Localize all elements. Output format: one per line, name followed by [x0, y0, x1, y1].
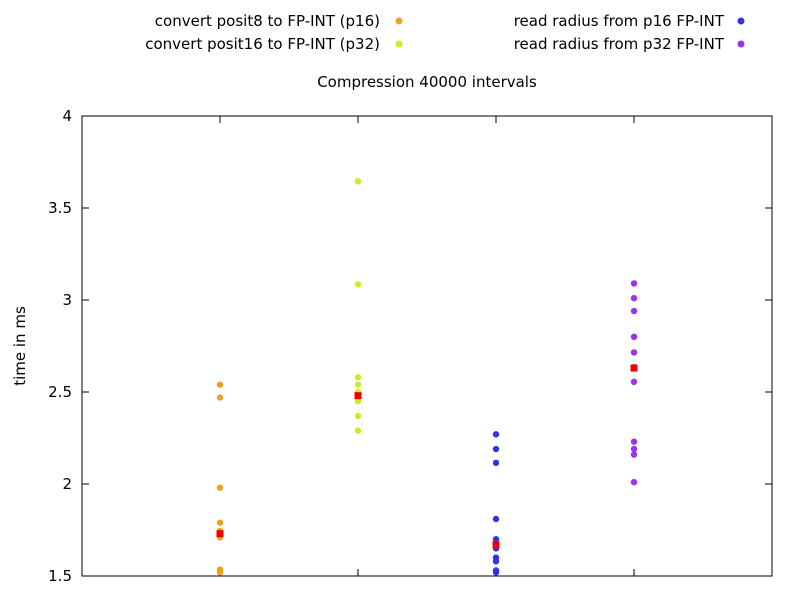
- data-point-series-2: [354, 281, 362, 288]
- legend-label-2: convert posit16 to FP-INT (p32): [145, 35, 380, 53]
- data-point-series-4: [630, 349, 638, 356]
- data-point-series-4: [630, 307, 638, 315]
- data-point-series-4: [630, 478, 638, 486]
- y-tick-label: 1.5: [48, 567, 72, 585]
- data-point-series-4: [630, 333, 638, 340]
- legend-label-3: read radius from p16 FP-INT: [514, 12, 725, 30]
- legend-marker-2: [395, 40, 403, 48]
- data-point-series-3: [492, 459, 500, 467]
- data-point-series-1: [216, 394, 224, 401]
- data-point-series-2: [354, 427, 362, 434]
- legend-label-4: read radius from p32 FP-INT: [514, 35, 725, 53]
- legend-marker-1: [395, 17, 403, 25]
- median-marker-series-1: [216, 530, 224, 538]
- y-tick-label: 2.5: [48, 383, 72, 401]
- data-point-series-3: [492, 515, 500, 523]
- y-tick-label: 3.5: [48, 199, 72, 217]
- data-point-series-3: [492, 431, 500, 438]
- data-point-series-2: [354, 178, 362, 185]
- data-point-series-3: [492, 569, 500, 576]
- legend-marker-4: [737, 40, 745, 48]
- data-point-series-1: [216, 569, 224, 576]
- data-point-series-4: [630, 378, 638, 386]
- y-tick-label: 4: [62, 107, 72, 125]
- data-point-series-1: [216, 519, 224, 526]
- y-tick-label: 2: [62, 475, 72, 493]
- data-point-series-2: [354, 381, 362, 388]
- data-points: [216, 178, 638, 576]
- y-axis-label: time in ms: [11, 306, 29, 386]
- data-point-series-1: [216, 381, 224, 388]
- data-point-series-3: [492, 536, 500, 543]
- median-marker-series-3: [492, 541, 500, 549]
- chart-title: Compression 40000 intervals: [317, 73, 537, 91]
- data-point-series-4: [630, 294, 638, 302]
- data-point-series-4: [630, 445, 638, 453]
- median-marker-series-2: [354, 392, 362, 400]
- data-point-series-2: [354, 398, 362, 405]
- axes: 1.5 2 2.5 3 3.5 4: [48, 107, 772, 585]
- plot-frame: [81, 115, 773, 577]
- legend: convert posit8 to FP-INT (p16) convert p…: [145, 12, 745, 53]
- data-point-series-2: [354, 412, 362, 420]
- data-point-series-4: [630, 451, 638, 458]
- data-point-series-2: [354, 374, 362, 381]
- data-point-series-3: [492, 558, 500, 565]
- data-point-series-1: [216, 484, 224, 491]
- data-point-series-4: [630, 280, 638, 287]
- y-tick-label: 3: [62, 291, 72, 309]
- data-point-series-3: [492, 445, 500, 453]
- legend-label-1: convert posit8 to FP-INT (p16): [155, 12, 380, 30]
- median-marker-series-4: [630, 364, 638, 372]
- legend-marker-3: [737, 17, 745, 25]
- data-point-series-4: [630, 438, 638, 445]
